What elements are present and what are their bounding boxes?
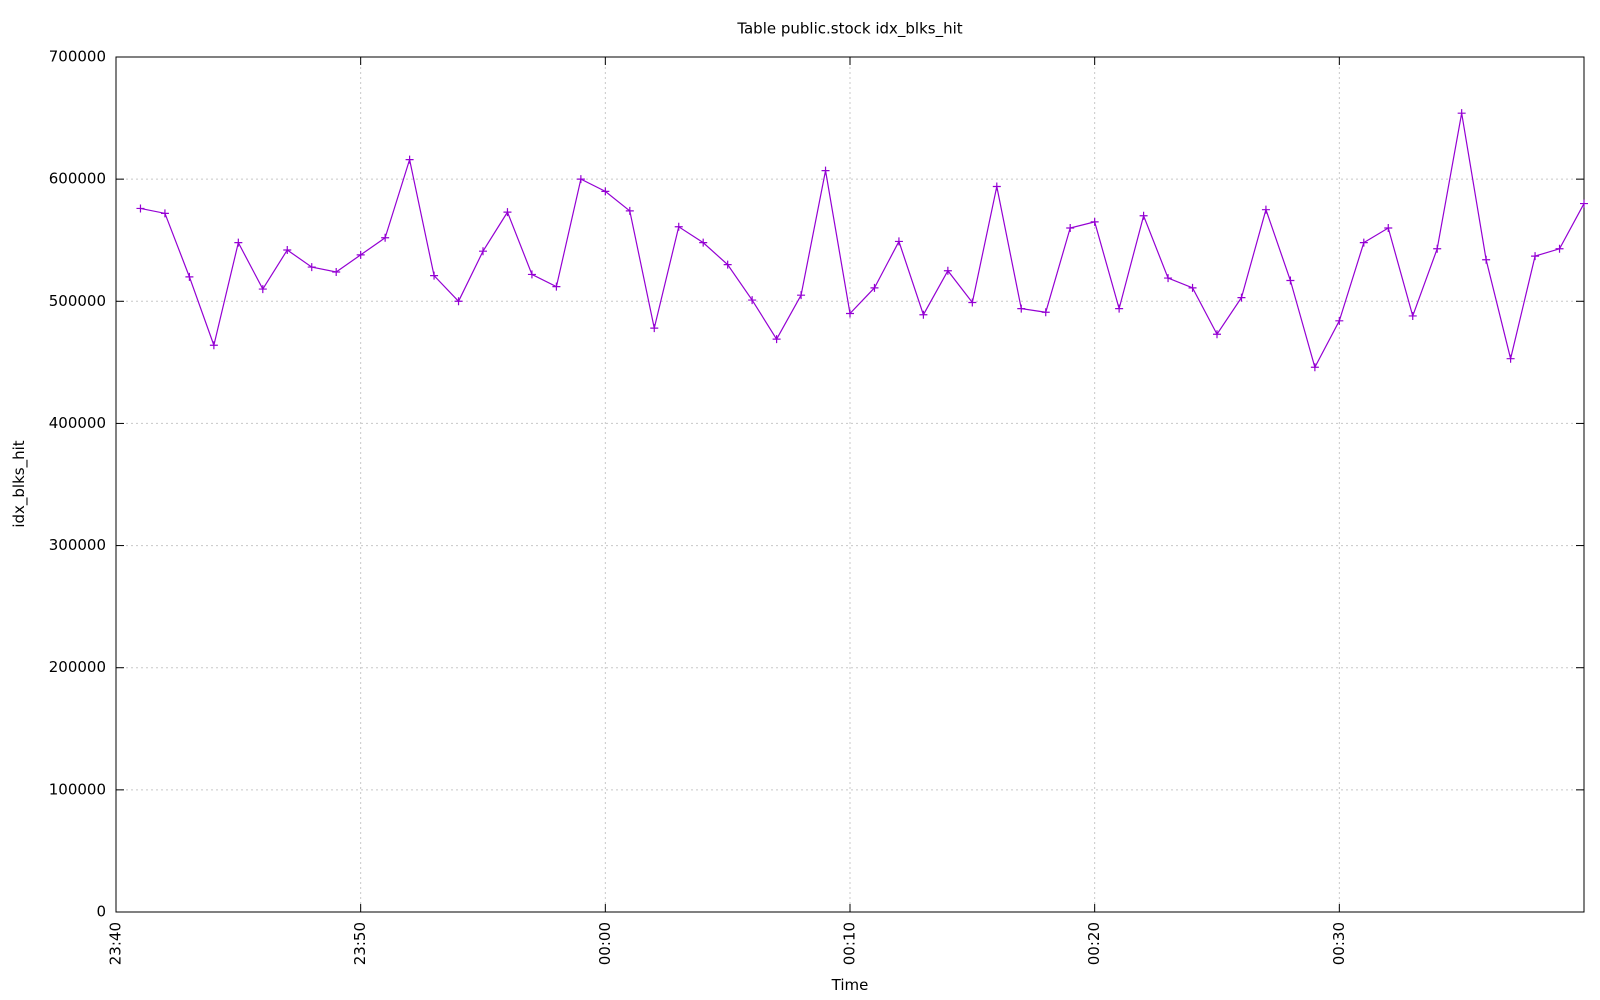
point-marker bbox=[381, 233, 390, 242]
y-tick-label: 300000 bbox=[49, 536, 106, 554]
point-marker bbox=[894, 237, 903, 246]
point-marker bbox=[430, 271, 439, 280]
y-axis-label: idx_blks_hit bbox=[10, 440, 29, 527]
point-marker bbox=[1506, 354, 1515, 363]
y-tick-label: 700000 bbox=[49, 48, 106, 66]
point-marker bbox=[1359, 238, 1368, 247]
point-marker bbox=[185, 272, 194, 281]
x-tick-label: 00:20 bbox=[1085, 922, 1103, 965]
point-marker bbox=[870, 283, 879, 292]
point-marker bbox=[601, 187, 610, 196]
y-tick-label: 0 bbox=[96, 903, 106, 921]
point-marker bbox=[479, 247, 487, 256]
point-marker bbox=[821, 166, 830, 175]
y-tick-label: 100000 bbox=[49, 780, 106, 798]
point-marker bbox=[797, 291, 806, 300]
point-marker bbox=[650, 324, 659, 333]
point-marker bbox=[258, 285, 267, 294]
point-marker bbox=[1457, 109, 1466, 118]
y-tick-label: 400000 bbox=[49, 414, 106, 432]
point-marker bbox=[1090, 217, 1099, 226]
point-marker bbox=[1139, 211, 1148, 220]
point-marker bbox=[723, 260, 732, 269]
point-marker bbox=[968, 298, 977, 307]
point-marker bbox=[1580, 199, 1588, 208]
point-marker bbox=[1237, 293, 1246, 302]
point-marker bbox=[1384, 224, 1393, 232]
point-marker bbox=[503, 208, 512, 217]
x-tick-label: 23:40 bbox=[107, 922, 125, 965]
y-tick-label: 500000 bbox=[49, 292, 106, 310]
point-marker bbox=[1115, 304, 1124, 313]
point-marker bbox=[1286, 276, 1295, 285]
point-marker bbox=[846, 309, 854, 318]
point-marker bbox=[919, 310, 928, 319]
point-marker bbox=[1433, 244, 1442, 253]
point-marker bbox=[625, 206, 634, 215]
point-marker bbox=[405, 155, 414, 164]
x-tick-label: 00:30 bbox=[1330, 922, 1348, 965]
x-tick-label: 23:50 bbox=[351, 922, 369, 965]
point-marker bbox=[160, 209, 169, 218]
point-marker bbox=[992, 182, 1001, 191]
point-marker bbox=[527, 270, 536, 279]
point-marker bbox=[674, 222, 683, 231]
point-marker bbox=[1213, 330, 1221, 339]
point-marker bbox=[234, 238, 243, 247]
point-marker bbox=[748, 296, 757, 305]
point-marker bbox=[1335, 316, 1344, 325]
point-marker bbox=[699, 238, 708, 247]
series-line bbox=[140, 113, 1585, 369]
chart-title: Table public.stock idx_blks_hit bbox=[736, 20, 962, 39]
point-marker bbox=[576, 175, 585, 184]
x-tick-label: 00:00 bbox=[596, 922, 614, 965]
point-marker bbox=[1066, 224, 1075, 232]
point-marker bbox=[1531, 252, 1540, 261]
point-marker bbox=[356, 250, 365, 259]
point-marker bbox=[1261, 205, 1270, 214]
x-tick-label: 00:10 bbox=[841, 922, 859, 965]
point-marker bbox=[307, 263, 316, 272]
point-marker bbox=[332, 267, 341, 276]
point-marker bbox=[1310, 363, 1319, 372]
point-marker bbox=[454, 297, 463, 306]
point-marker bbox=[772, 335, 781, 344]
point-marker bbox=[1408, 311, 1417, 320]
y-tick-label: 200000 bbox=[49, 658, 106, 676]
point-marker bbox=[136, 204, 145, 213]
point-marker bbox=[1188, 283, 1197, 292]
y-tick-label: 600000 bbox=[49, 170, 106, 188]
x-axis-label: Time bbox=[831, 976, 869, 994]
point-marker bbox=[1017, 304, 1026, 313]
point-marker bbox=[1041, 308, 1050, 317]
plot-border bbox=[115, 56, 1585, 913]
point-marker bbox=[209, 341, 218, 350]
point-marker bbox=[1482, 255, 1491, 264]
point-marker bbox=[552, 282, 561, 291]
point-marker bbox=[1555, 244, 1564, 253]
point-marker bbox=[1164, 274, 1173, 283]
point-marker bbox=[943, 266, 952, 275]
point-marker bbox=[283, 245, 292, 254]
